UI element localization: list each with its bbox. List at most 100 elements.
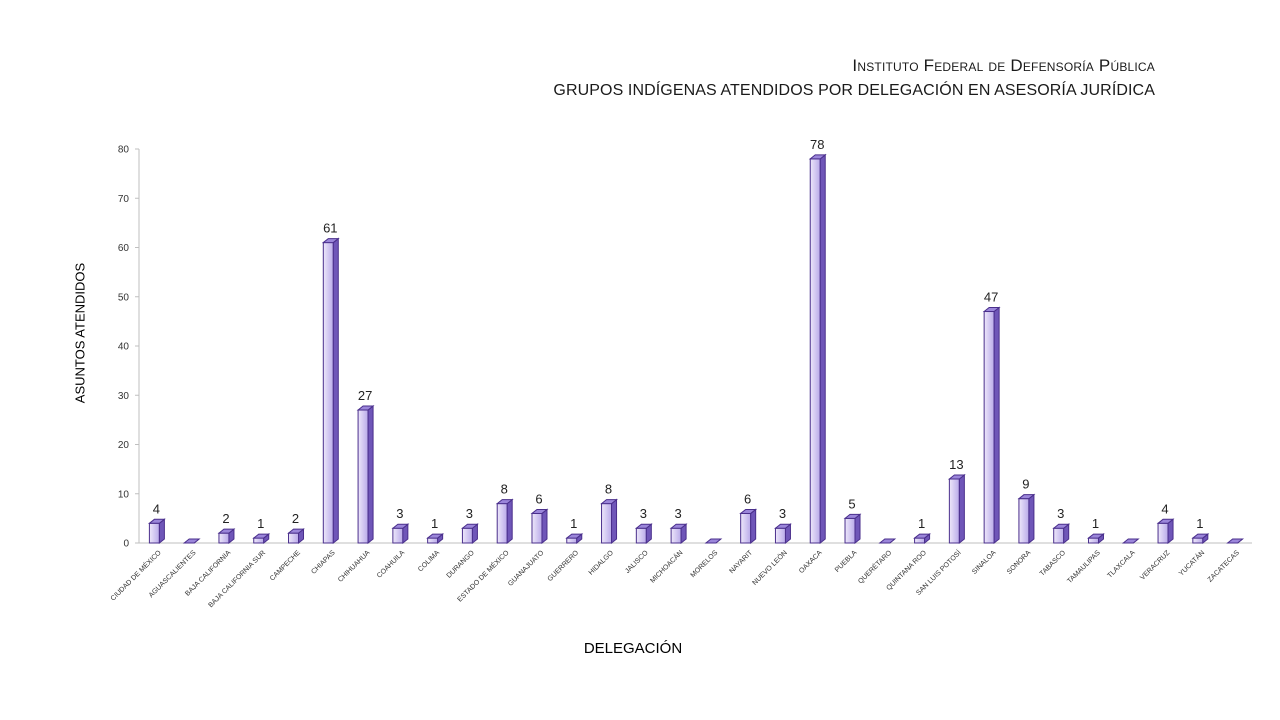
bar-top <box>460 523 479 529</box>
data-label: 2 <box>292 511 299 526</box>
bar-side <box>367 404 374 545</box>
bar-front <box>601 503 613 544</box>
bar <box>391 523 410 545</box>
bar-top <box>982 307 1001 313</box>
x-tick-label: OAXACA <box>798 549 824 575</box>
bar <box>1191 533 1210 545</box>
bar <box>1226 538 1245 544</box>
bar-top <box>704 538 723 544</box>
x-tick-label: ZACATECAS <box>1207 549 1242 584</box>
x-tick-label: GUANAJUATO <box>507 549 546 588</box>
bar-top <box>600 499 618 505</box>
bar-top <box>1121 538 1140 544</box>
x-tick-label: CAMPECHE <box>269 549 302 582</box>
bar <box>321 237 340 545</box>
bar-side <box>1028 493 1035 545</box>
data-label: 1 <box>431 516 438 531</box>
bar-top <box>843 513 862 519</box>
y-tick-label: 60 <box>118 243 130 254</box>
bar-front <box>809 158 821 544</box>
bar <box>600 498 618 545</box>
bar <box>495 498 514 545</box>
bar-front <box>844 517 856 544</box>
bar <box>739 508 758 545</box>
data-label: 4 <box>1161 501 1168 516</box>
data-label: 3 <box>674 506 681 521</box>
y-tick-label: 20 <box>118 440 130 451</box>
bar-top <box>774 523 792 529</box>
x-tick-label: QUERÉTARO <box>856 548 894 586</box>
bar-front <box>635 527 647 544</box>
bar-front <box>566 537 578 544</box>
x-tick-label: BAJA CALIFORNIA SUR <box>207 549 267 609</box>
x-tick-label: SONORA <box>1006 549 1033 576</box>
bar-top <box>147 518 166 524</box>
bar-top <box>391 523 410 529</box>
data-label: 6 <box>744 491 751 506</box>
bar-top <box>530 508 549 514</box>
y-tick-label: 40 <box>118 342 130 353</box>
bar-top <box>565 533 584 539</box>
data-label: 6 <box>535 491 542 506</box>
bar <box>634 523 653 545</box>
x-tick-label: COAHUILA <box>376 549 406 579</box>
bar <box>1052 523 1071 545</box>
x-tick-label: COLIMA <box>417 549 441 573</box>
bar-top <box>1191 533 1210 539</box>
bar-top <box>947 474 966 480</box>
data-label: 1 <box>1196 516 1203 531</box>
bar-side <box>854 513 861 545</box>
data-label: 5 <box>848 496 855 511</box>
y-tick-label: 70 <box>118 194 130 205</box>
data-label: 47 <box>984 290 998 305</box>
bar-side <box>958 473 965 545</box>
bar-front <box>357 409 369 544</box>
bar <box>287 528 305 545</box>
bar-front <box>740 512 752 544</box>
x-tick-label: MICHOACÁN <box>648 548 685 585</box>
data-label: 1 <box>918 516 925 531</box>
bar-front <box>1087 537 1099 544</box>
data-label: 3 <box>1057 506 1064 521</box>
bar-top <box>1156 518 1175 524</box>
data-label: 61 <box>323 221 337 236</box>
y-tick-label: 50 <box>118 292 130 303</box>
bar-top <box>1052 523 1071 529</box>
x-tick-label: NUEVO LEÓN <box>750 548 789 587</box>
data-label: 3 <box>396 506 403 521</box>
data-label: 1 <box>1092 516 1099 531</box>
x-axis-label: DELEGACIÓN <box>583 640 683 657</box>
x-tick-label: CHIAPAS <box>310 549 337 576</box>
bar-top <box>1017 494 1036 500</box>
data-label: 8 <box>501 482 508 497</box>
bar <box>252 533 271 545</box>
data-label: 3 <box>779 506 786 521</box>
bar-top <box>808 154 827 160</box>
bar <box>530 508 549 545</box>
bar <box>182 538 201 544</box>
bar-front <box>253 537 265 544</box>
bar <box>808 153 827 545</box>
bar-side <box>819 153 826 545</box>
chart-title-block: Instituto Federal de Defensoría Pública … <box>553 52 1155 102</box>
bar <box>669 523 688 545</box>
bar-front <box>427 537 439 544</box>
bar-front <box>1192 537 1204 544</box>
data-label: 3 <box>640 506 647 521</box>
bar-front <box>1053 527 1065 544</box>
bar-front <box>218 532 230 544</box>
x-tick-label: JALISCO <box>624 549 650 575</box>
x-tick-label: TAMAULIPAS <box>1066 549 1102 585</box>
x-tick-label: NAYARIT <box>728 549 754 575</box>
bar <box>460 523 479 545</box>
bar <box>1121 538 1140 544</box>
x-tick-label: TABASCO <box>1039 549 1068 578</box>
bar-front <box>288 532 300 544</box>
data-label: 27 <box>358 388 372 403</box>
data-label: 78 <box>810 137 824 152</box>
bar-front <box>774 527 786 544</box>
bar <box>913 533 932 545</box>
bar-side <box>506 498 513 545</box>
